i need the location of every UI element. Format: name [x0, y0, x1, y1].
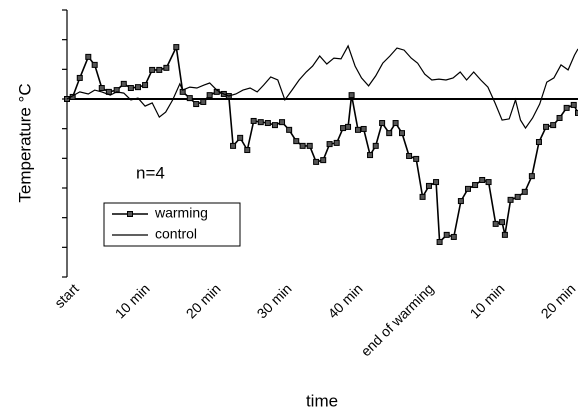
marker — [457, 198, 464, 205]
marker — [386, 130, 393, 137]
marker — [120, 80, 127, 87]
marker — [264, 120, 271, 127]
marker — [320, 157, 327, 164]
legend-label: control — [155, 226, 197, 242]
marker — [230, 142, 237, 149]
marker — [193, 101, 200, 108]
series-line — [66, 44, 578, 130]
marker — [507, 196, 514, 203]
marker — [360, 125, 367, 132]
marker — [293, 138, 300, 145]
marker — [372, 142, 379, 149]
marker — [436, 238, 443, 245]
marker — [340, 125, 347, 132]
marker — [250, 117, 257, 124]
marker — [163, 64, 170, 71]
legend-label: warming — [154, 205, 208, 221]
x-tick-label: 20 min — [183, 280, 224, 321]
marker — [76, 74, 83, 81]
marker — [543, 123, 550, 130]
legend-box — [103, 202, 241, 247]
marker — [521, 188, 528, 195]
legend-marker — [127, 211, 133, 217]
marker — [492, 220, 499, 227]
marker — [398, 130, 405, 137]
marker — [570, 101, 577, 108]
marker — [200, 98, 207, 105]
x-tick-label: end of warming — [358, 280, 437, 359]
marker — [348, 92, 355, 99]
marker — [379, 120, 386, 127]
x-tick-label: start — [51, 280, 82, 311]
marker — [450, 233, 457, 240]
marker — [464, 185, 471, 192]
x-tick-label: 10 min — [467, 280, 508, 321]
annotation: n=4 — [136, 163, 165, 182]
marker — [156, 66, 163, 73]
marker — [433, 179, 440, 186]
marker — [299, 142, 306, 149]
marker — [443, 231, 450, 238]
marker — [413, 155, 420, 162]
marker — [535, 139, 542, 146]
marker — [173, 44, 180, 51]
marker — [186, 95, 193, 102]
x-tick-label: 30 min — [254, 280, 295, 321]
marker — [425, 182, 432, 189]
marker — [345, 123, 352, 130]
marker — [499, 219, 506, 226]
marker — [149, 66, 156, 73]
marker — [528, 173, 535, 180]
marker — [286, 126, 293, 133]
x-tick-label: 40 min — [325, 280, 366, 321]
marker — [257, 119, 264, 126]
marker — [134, 84, 141, 91]
marker — [326, 141, 333, 148]
marker — [514, 193, 521, 200]
marker — [306, 142, 313, 149]
x-tick-label: 20 min — [538, 280, 578, 321]
marker — [354, 126, 361, 133]
marker — [244, 147, 251, 154]
marker — [98, 85, 105, 92]
marker — [419, 193, 426, 200]
y-axis-label: Temperature °C — [15, 83, 34, 202]
marker — [406, 152, 413, 159]
marker — [333, 139, 340, 146]
marker — [85, 53, 92, 60]
marker — [392, 120, 399, 127]
marker — [575, 109, 578, 116]
marker — [127, 85, 134, 92]
marker — [142, 82, 149, 89]
marker — [479, 176, 486, 183]
marker — [91, 61, 98, 68]
marker — [367, 152, 374, 159]
marker — [550, 122, 557, 129]
marker — [556, 114, 563, 121]
x-axis-label: time — [306, 391, 338, 410]
marker — [472, 182, 479, 189]
marker — [485, 179, 492, 186]
marker — [271, 122, 278, 129]
marker — [501, 231, 508, 238]
marker — [279, 119, 286, 126]
x-tick-label: 10 min — [112, 280, 153, 321]
marker — [313, 158, 320, 165]
marker — [237, 134, 244, 141]
marker — [206, 92, 213, 99]
marker — [113, 87, 120, 94]
marker — [563, 104, 570, 111]
